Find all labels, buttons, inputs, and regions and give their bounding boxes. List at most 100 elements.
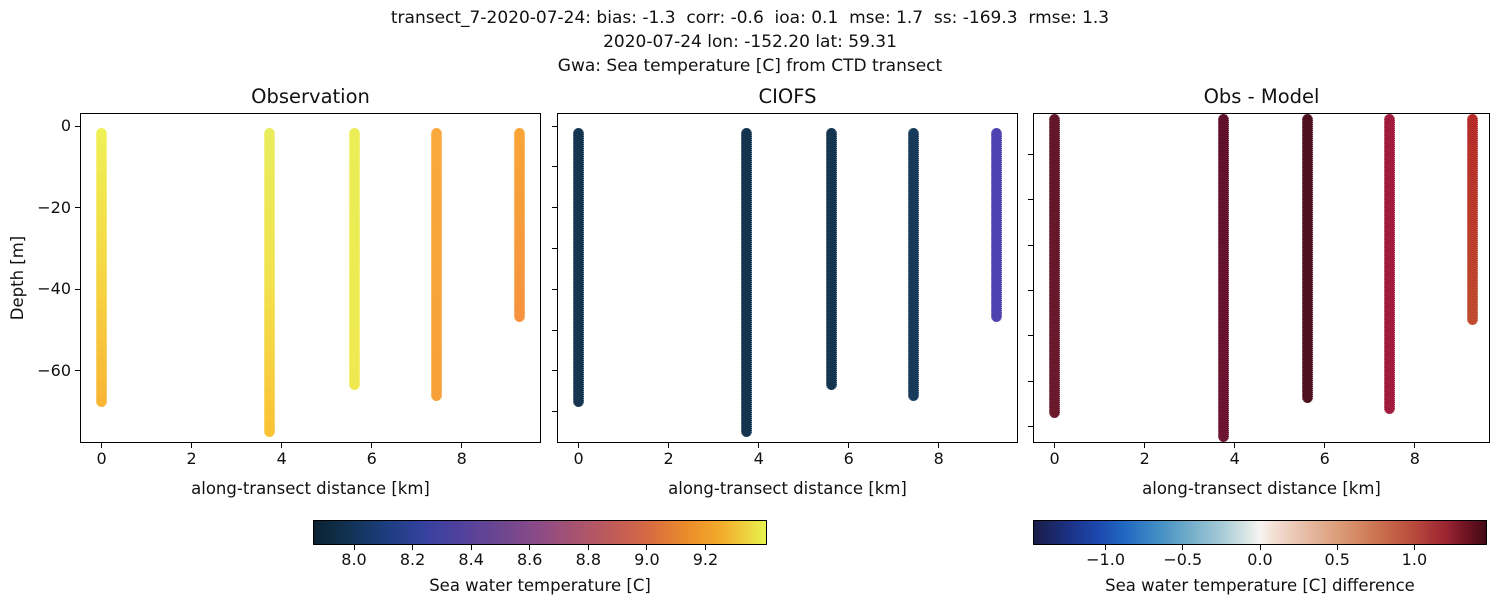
ctd-cast-column [826, 127, 838, 390]
colorbar-tick-label: 9.0 [634, 550, 660, 569]
colorbar-tick-mark [353, 545, 355, 550]
x-tick-label: 2 [663, 449, 674, 468]
figure-suptitle: transect_7-2020-07-24: bias: -1.3 corr: … [0, 6, 1500, 78]
colorbar-tick-label: 8.8 [575, 550, 602, 569]
x-tick-mark [1234, 443, 1236, 448]
x-tick-mark [371, 443, 373, 448]
x-tick-label: 8 [933, 449, 944, 468]
x-tick-label: 0 [1049, 449, 1060, 468]
y-tick-label: −40 [37, 279, 71, 299]
panel-title-ciofs: CIOFS [758, 85, 817, 108]
colorbar-tick-label: 0.5 [1324, 550, 1350, 569]
y-tick-mark [75, 125, 80, 127]
y-tick-mark [552, 207, 557, 209]
x-tick-mark [1324, 443, 1326, 448]
y-tick-mark [1028, 289, 1033, 291]
x-tick-mark [938, 443, 940, 448]
colorbar-tick-mark [1413, 545, 1415, 550]
x-tick-mark [1054, 443, 1056, 448]
y-tick-mark [75, 288, 80, 290]
colorbar-tick-mark [1182, 545, 1184, 550]
colorbar-difference [1033, 520, 1487, 545]
colorbar-tick-mark [587, 545, 589, 550]
y-tick-mark [552, 288, 557, 290]
colorbar-tick-label: 8.4 [458, 550, 484, 569]
y-tick-mark [1028, 380, 1033, 382]
colorbar-temperature [313, 520, 767, 545]
ctd-cast-column [431, 127, 443, 401]
panel-title-obs-model: Obs - Model [1203, 85, 1320, 108]
x-tick-label: 2 [1139, 449, 1150, 468]
colorbar-tick-mark [1259, 545, 1261, 550]
x-tick-label: 4 [753, 449, 764, 468]
colorbar-tick-label: 0.0 [1247, 550, 1273, 569]
colorbar-tick-mark [1105, 545, 1107, 550]
x-tick-label: 6 [1319, 449, 1330, 468]
y-tick-mark [1028, 335, 1033, 337]
colorbar-label-temperature: Sea water temperature [C] [429, 576, 651, 595]
x-tick-label: 4 [1229, 449, 1240, 468]
ctd-cast-column [96, 127, 108, 408]
y-tick-label: 0 [60, 116, 71, 136]
suptitle-variable-line: Gwa: Sea temperature [C] from CTD transe… [557, 56, 943, 76]
y-tick-mark [552, 329, 557, 331]
colorbar-label-difference: Sea water temperature [C] difference [1105, 576, 1415, 595]
y-tick-label: −60 [37, 360, 71, 380]
y-tick-mark [75, 207, 80, 209]
y-tick-label: −20 [37, 197, 71, 217]
y-tick-mark [552, 411, 557, 413]
x-tick-label: 2 [186, 449, 197, 468]
ctd-cast-column [908, 127, 920, 401]
x-tick-mark [101, 443, 103, 448]
colorbar-tick-label: 8.0 [341, 550, 367, 569]
y-tick-mark [552, 370, 557, 372]
x-axis-label-ciofs: along-transect distance [km] [668, 479, 907, 498]
x-axis-label-observation: along-transect distance [km] [191, 479, 430, 498]
x-tick-label: 6 [843, 449, 854, 468]
colorbar-tick-label: 1.0 [1401, 550, 1428, 569]
y-tick-mark [1028, 153, 1033, 155]
ctd-cast-column [1217, 114, 1229, 442]
colorbar-tick-label: 8.2 [399, 550, 426, 569]
colorbar-tick-mark [412, 545, 414, 550]
x-tick-label: 6 [366, 449, 377, 468]
y-tick-mark [552, 247, 557, 249]
x-tick-label: 8 [456, 449, 467, 468]
ctd-cast-column [1384, 114, 1396, 415]
axes-observation [80, 113, 541, 443]
x-tick-label: 0 [96, 449, 107, 468]
y-tick-mark [1028, 244, 1033, 246]
y-axis-label-depth: Depth [m] [8, 235, 27, 321]
ctd-cast-column [741, 127, 753, 438]
x-tick-mark [1414, 443, 1416, 448]
x-tick-label: 0 [573, 449, 584, 468]
suptitle-stats-line: transect_7-2020-07-24: bias: -1.3 corr: … [390, 8, 1110, 28]
x-tick-mark [668, 443, 670, 448]
x-tick-mark [758, 443, 760, 448]
axes-obs-model [1033, 113, 1490, 443]
ctd-cast-column [990, 127, 1002, 322]
suptitle-date-location-line: 2020-07-24 lon: -152.20 lat: 59.31 [603, 32, 897, 52]
ctd-cast-column [264, 127, 276, 438]
x-tick-mark [191, 443, 193, 448]
y-tick-mark [75, 370, 80, 372]
ctd-cast-column [513, 127, 525, 322]
ctd-cast-column [1466, 114, 1478, 325]
x-tick-label: 8 [1409, 449, 1420, 468]
colorbar-tick-mark [529, 545, 531, 550]
y-tick-mark [1028, 426, 1033, 428]
x-tick-mark [461, 443, 463, 448]
ctd-cast-column [573, 127, 585, 408]
x-tick-mark [1144, 443, 1146, 448]
y-tick-mark [552, 125, 557, 127]
colorbar-tick-mark [470, 545, 472, 550]
colorbar-tick-label: −1.0 [1086, 550, 1125, 569]
y-tick-mark [1028, 199, 1033, 201]
x-tick-mark [578, 443, 580, 448]
axes-ciofs [557, 113, 1018, 443]
colorbar-tick-mark [646, 545, 648, 550]
y-tick-mark [552, 166, 557, 168]
panel-title-observation: Observation [251, 85, 370, 108]
ctd-cast-column [1049, 114, 1061, 418]
